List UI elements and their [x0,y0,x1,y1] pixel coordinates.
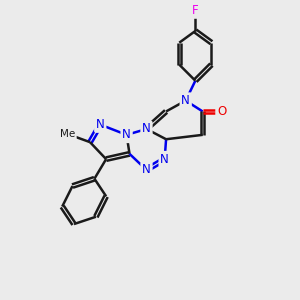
Text: N: N [96,118,105,131]
Text: N: N [160,153,169,166]
Text: F: F [192,4,199,17]
Text: N: N [142,122,151,136]
Text: N: N [181,94,190,107]
Text: N: N [142,164,151,176]
Text: N: N [122,128,131,141]
Text: O: O [217,105,226,118]
Text: Me: Me [60,129,75,139]
